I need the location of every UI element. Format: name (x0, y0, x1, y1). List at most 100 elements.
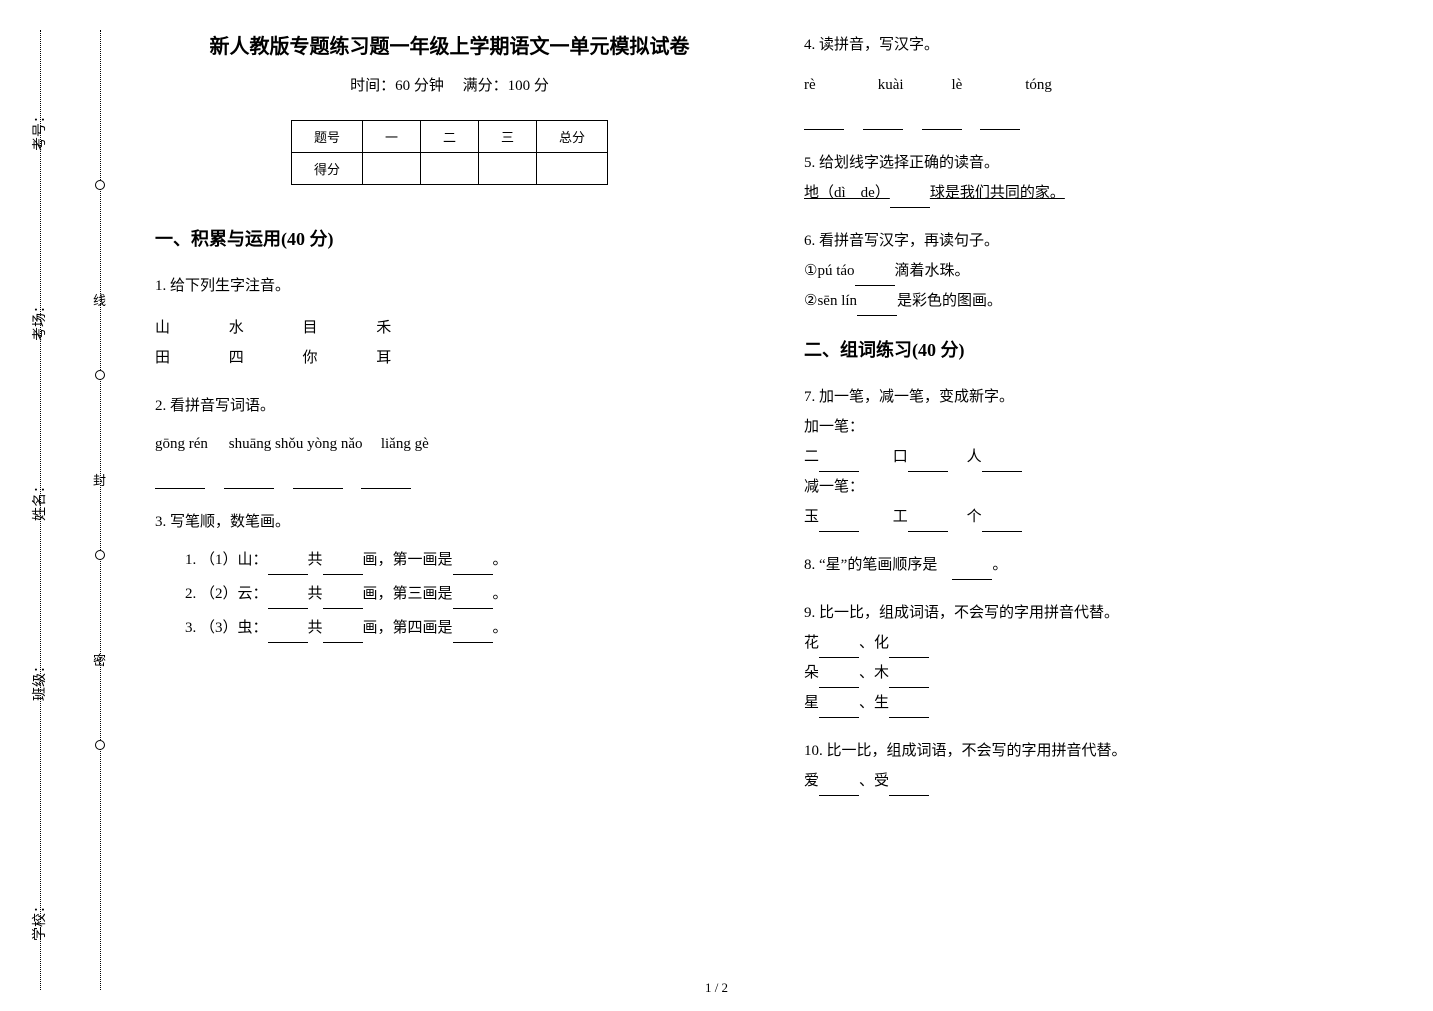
blank (453, 593, 493, 610)
label-xuexiao: 学校： (29, 899, 49, 941)
text: 共 (308, 586, 323, 602)
q6: 6. 看拼音写汉字，再读句子。 ①pú táo滴着水珠。 ②sēn lín是彩色… (804, 226, 1393, 316)
cell (420, 153, 478, 185)
q3-list: （1）山：共画，第一画是。 （2）云：共画，第三画是。 （3）虫：共画，第四画是… (155, 545, 744, 643)
char: 木 (874, 665, 889, 681)
score-text: 满分：100 分 (463, 78, 549, 94)
q5-line: 地（dì de）球是我们共同的家。 (804, 178, 1393, 208)
text: 8. “星”的笔画顺序是 (804, 557, 937, 573)
page-number: 1 / 2 (705, 980, 728, 996)
blank (922, 114, 962, 131)
blank (952, 564, 992, 581)
pinyin: tóng (1025, 70, 1095, 100)
section1-title: 一、积累与运用(40 分) (155, 225, 744, 251)
q10: 10. 比一比，组成词语，不会写的字用拼音代替。 爱、受 (804, 736, 1393, 796)
q6-l1: ①pú táo滴着水珠。 (804, 256, 1393, 286)
char: 禾 (376, 313, 446, 343)
q3-prompt: 3. 写笔顺，数笔画。 (155, 507, 744, 537)
label-banji: 班级： (29, 659, 49, 701)
q6-prompt: 6. 看拼音写汉字，再读句子。 (804, 226, 1393, 256)
char: 朵 (804, 665, 819, 681)
blank (819, 780, 859, 797)
exam-subtitle: 时间：60 分钟 满分：100 分 (155, 74, 744, 95)
right-column: 4. 读拼音，写汉字。 rè kuài lè tóng 5. 给划线字选择正确的… (804, 30, 1393, 814)
text: 滴着水珠。 (895, 263, 970, 279)
pinyin: shuāng shǒu (229, 436, 304, 453)
char: 受 (874, 773, 889, 789)
pinyin: yòng nǎo (307, 429, 377, 459)
char-xian: 线 (93, 290, 106, 309)
text: 画，第一画是 (363, 552, 453, 568)
underlined: 地（dì de） (804, 185, 890, 201)
blank (224, 473, 274, 490)
q2: 2. 看拼音写词语。 gōng rén shuāng shǒu yòng nǎo… (155, 391, 744, 489)
score-table: 题号 一 二 三 总分 得分 (291, 120, 608, 185)
blank (819, 516, 859, 533)
blank (889, 702, 929, 719)
q9: 9. 比一比，组成词语，不会写的字用拼音代替。 花、化 朵、木 星、生 (804, 598, 1393, 718)
blank (889, 780, 929, 797)
binding-margin: 考号： 考场： 姓名： 班级： 学校： 线 封 密 (0, 0, 130, 1011)
q4-pinyin: rè kuài lè tóng (804, 70, 1393, 100)
char: 耳 (376, 343, 446, 373)
text: 共 (308, 620, 323, 636)
page-content: 新人教版专题练习题一年级上学期语文一单元模拟试卷 时间：60 分钟 满分：100… (155, 30, 1393, 814)
text: 画，第四画是 (363, 620, 453, 636)
text: 是彩色的图画。 (897, 293, 1002, 309)
q1-prompt: 1. 给下列生字注音。 (155, 271, 744, 301)
char: 爱 (804, 773, 819, 789)
row-label: 得分 (291, 153, 362, 185)
q2-blanks (155, 459, 744, 489)
q9-l1: 花、化 (804, 628, 1393, 658)
q8: 8. “星”的笔画顺序是 。 (804, 550, 1393, 580)
pinyin: gōng rén (155, 429, 225, 459)
text: 。 (992, 557, 1007, 573)
th: 三 (479, 121, 537, 153)
blank (268, 593, 308, 610)
q6-l2: ②sēn lín是彩色的图画。 (804, 286, 1393, 316)
char: 花 (804, 635, 819, 651)
list-item: （2）云： 共 画，第三画是 。 (200, 579, 744, 609)
th: 一 (362, 121, 420, 153)
text: 画，第三画是 (363, 586, 453, 602)
blank (889, 672, 929, 689)
q2-pinyin: gōng rén shuāng shǒu yòng nǎo liǎng gè (155, 429, 744, 459)
blank (323, 559, 363, 576)
text: 。 (493, 586, 508, 602)
text: （3）虫： (200, 620, 268, 636)
q5: 5. 给划线字选择正确的读音。 地（dì de）球是我们共同的家。 (804, 148, 1393, 208)
blank (890, 192, 930, 209)
blank (323, 593, 363, 610)
th: 题号 (291, 121, 362, 153)
char: 二 (804, 449, 819, 465)
pinyin: liǎng gè (381, 429, 451, 459)
q5-prompt: 5. 给划线字选择正确的读音。 (804, 148, 1393, 178)
text: 。 (493, 620, 508, 636)
exam-title: 新人教版专题练习题一年级上学期语文一单元模拟试卷 (155, 30, 744, 59)
q1-row2: 田 四 你 耳 (155, 343, 744, 373)
q4-prompt: 4. 读拼音，写汉字。 (804, 30, 1393, 60)
text: （2）云： (200, 586, 268, 602)
blank (819, 672, 859, 689)
blank (268, 559, 308, 576)
q9-prompt: 9. 比一比，组成词语，不会写的字用拼音代替。 (804, 598, 1393, 628)
blank (819, 642, 859, 659)
q9-l2: 朵、木 (804, 658, 1393, 688)
char: 口 (893, 449, 908, 465)
pinyin: rè (804, 70, 874, 100)
blank (819, 702, 859, 719)
cell (479, 153, 537, 185)
blank (293, 473, 343, 490)
blank (980, 114, 1020, 131)
char: 星 (804, 695, 819, 711)
time-text: 时间：60 分钟 (350, 78, 444, 94)
char: 玉 (804, 509, 819, 525)
q1: 1. 给下列生字注音。 山 水 目 禾 田 四 你 耳 (155, 271, 744, 373)
q7-sub-row: 玉 工 个 (804, 502, 1393, 532)
text: 。 (493, 552, 508, 568)
char-feng: 封 (93, 470, 106, 489)
blank (889, 642, 929, 659)
char: 个 (967, 509, 982, 525)
q10-prompt: 10. 比一比，组成词语，不会写的字用拼音代替。 (804, 736, 1393, 766)
char-mi: 密 (93, 650, 106, 669)
